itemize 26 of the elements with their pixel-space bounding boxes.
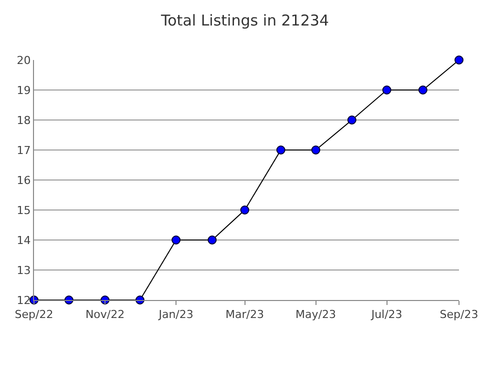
x-tick-label: Sep/23 xyxy=(440,308,478,322)
chart-title: Total Listings in 21234 xyxy=(160,12,329,30)
point xyxy=(172,236,181,244)
point xyxy=(454,56,464,64)
point xyxy=(382,86,392,94)
x-tick-label: Jul/23 xyxy=(370,308,402,322)
x-tick-label: Nov/22 xyxy=(85,308,125,322)
y-tick-label: 18 xyxy=(16,114,31,127)
point xyxy=(208,236,217,244)
x-tick-label: Jan/23 xyxy=(158,308,194,322)
y-tick-label: 12 xyxy=(16,294,31,307)
point xyxy=(311,146,320,154)
point xyxy=(276,146,286,154)
y-tick-label: 19 xyxy=(16,84,31,97)
y-tick-label: 14 xyxy=(16,234,31,247)
x-tick-label: Sep/22 xyxy=(14,308,54,322)
y-tick-label: 16 xyxy=(16,174,31,187)
point xyxy=(347,116,356,124)
y-tick-label: 15 xyxy=(16,204,31,217)
y-tick-label: 17 xyxy=(16,144,31,157)
y-tick-label: 20 xyxy=(16,54,31,67)
x-tick-label: May/23 xyxy=(296,308,336,322)
point xyxy=(240,206,250,214)
x-tick-label: Mar/23 xyxy=(226,308,264,322)
y-tick-label: 13 xyxy=(16,264,31,277)
point xyxy=(418,86,428,94)
